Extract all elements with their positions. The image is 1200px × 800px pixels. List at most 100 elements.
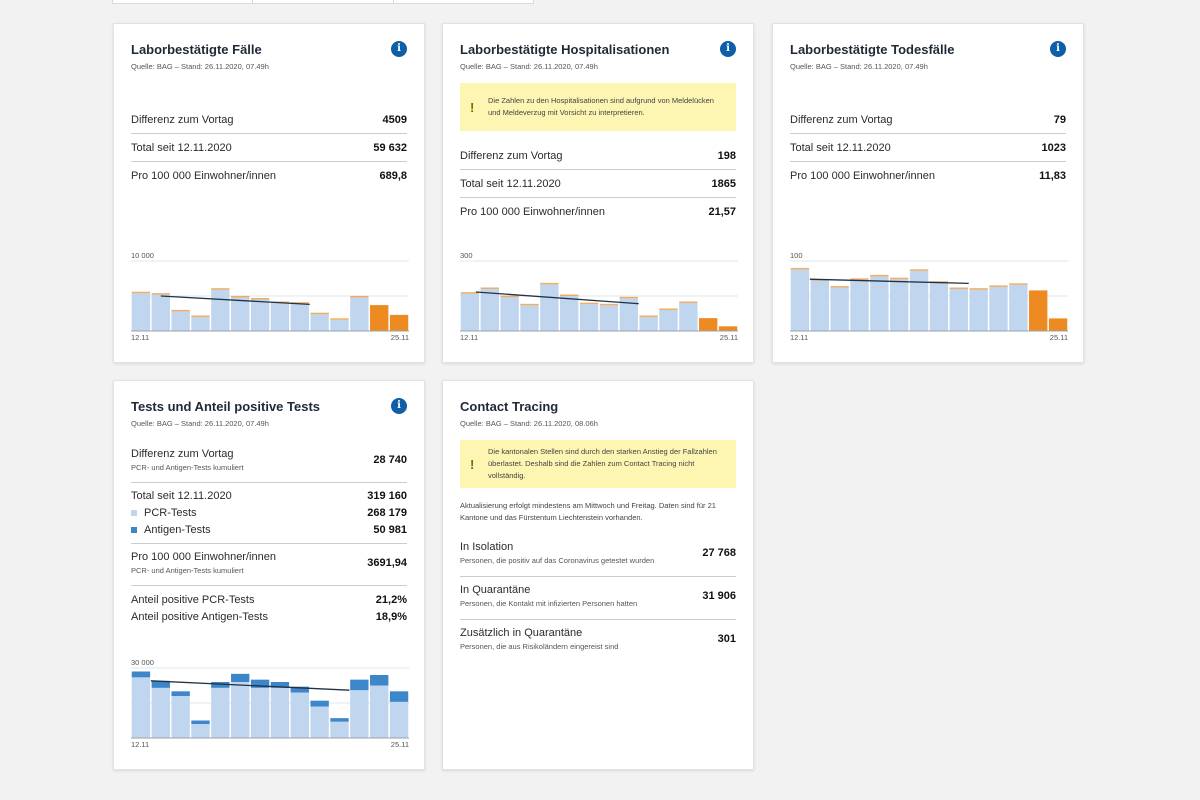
stat-label: Differenz zum Vortag bbox=[131, 114, 234, 126]
stat-label: PCR-Tests bbox=[144, 507, 197, 519]
stat-row-diff: Differenz zum Vortag PCR- und Antigen-Te… bbox=[131, 448, 407, 472]
trend-line bbox=[475, 291, 639, 305]
card-title: Tests und Anteil positive Tests bbox=[131, 399, 321, 414]
x-start-label: 12.11 bbox=[460, 333, 478, 342]
bar-pcr bbox=[250, 687, 270, 738]
bar-cap bbox=[171, 309, 190, 312]
bar bbox=[520, 305, 539, 331]
bar bbox=[790, 269, 810, 331]
bar-antigen bbox=[171, 691, 190, 696]
divider bbox=[131, 543, 407, 544]
stat-row-pcr: PCR-Tests 268 179 bbox=[131, 507, 407, 519]
cases-card: Laborbestätigte Fälle Quelle: BAG – Stan… bbox=[113, 23, 425, 363]
chart-svg: 100 12.11 25.11 bbox=[790, 251, 1068, 342]
bar bbox=[599, 305, 619, 331]
stat-value: 1865 bbox=[711, 178, 736, 190]
bar-pcr bbox=[191, 724, 210, 738]
bar bbox=[370, 305, 389, 331]
stat-value: 1023 bbox=[1041, 142, 1066, 154]
info-icon[interactable]: i bbox=[720, 41, 736, 57]
bar-pcr bbox=[370, 685, 389, 738]
bar-pcr bbox=[350, 690, 369, 738]
bar bbox=[480, 289, 499, 331]
stat-row-isolation: In Isolation Personen, die positiv auf d… bbox=[460, 541, 736, 565]
stat-label: Differenz zum Vortag bbox=[790, 114, 893, 126]
divider bbox=[131, 482, 407, 483]
y-max-label: 100 bbox=[790, 251, 803, 260]
tests-card: Tests und Anteil positive Tests Quelle: … bbox=[113, 380, 425, 770]
divider bbox=[460, 619, 736, 620]
bar bbox=[929, 282, 949, 331]
stat-sublabel: PCR- und Antigen-Tests kumuliert bbox=[131, 463, 244, 472]
bar bbox=[1029, 290, 1048, 331]
warning-text: Die kantonalen Stellen sind durch den st… bbox=[488, 447, 717, 480]
info-icon[interactable]: i bbox=[1050, 41, 1066, 57]
bar-antigen bbox=[330, 718, 349, 722]
stat-sublabel: Personen, die positiv auf das Coronaviru… bbox=[460, 556, 655, 565]
stat-value: 28 740 bbox=[373, 454, 407, 466]
bar-antigen bbox=[191, 720, 210, 724]
bar-antigen bbox=[231, 673, 250, 682]
stat-label: Zusätzlich in Quarantäne bbox=[460, 627, 583, 639]
stat-label: Differenz zum Vortag bbox=[460, 150, 563, 162]
stat-value: 319 160 bbox=[367, 490, 407, 502]
legend-swatch-pcr bbox=[131, 510, 137, 517]
stat-label: Pro 100 000 Einwohner/innen bbox=[790, 170, 935, 182]
card-source: Quelle: BAG – Stand: 26.11.2020, 08.06h bbox=[460, 419, 598, 428]
bar-cap bbox=[1009, 283, 1028, 285]
stat-row-diff: Differenz zum Vortag 79 bbox=[790, 114, 1066, 126]
update-info-text: Aktualisierung erfolgt mindestens am Mit… bbox=[460, 501, 716, 522]
bar bbox=[1048, 318, 1068, 331]
chart-svg: 300 12.11 25.11 bbox=[460, 251, 738, 342]
bar-cap bbox=[619, 296, 638, 299]
bar-cap bbox=[599, 303, 619, 306]
stat-value: 27 768 bbox=[702, 547, 736, 559]
card-title: Laborbestätigte Hospitalisationen bbox=[460, 42, 670, 57]
bar bbox=[1009, 284, 1028, 331]
info-icon[interactable]: i bbox=[391, 398, 407, 414]
bar bbox=[389, 314, 409, 331]
bar-cap bbox=[659, 308, 678, 310]
x-start-label: 12.11 bbox=[790, 333, 808, 342]
legend-item-pcr: PCR-Tests bbox=[131, 507, 197, 519]
cases-chart: 10 000 12.11 25.11 bbox=[131, 249, 409, 344]
stat-row-antigen: Antigen-Tests 50 981 bbox=[131, 524, 407, 536]
top-tab-strip bbox=[112, 0, 534, 4]
bar-antigen bbox=[211, 682, 230, 688]
bar bbox=[810, 280, 829, 331]
bar bbox=[171, 311, 190, 331]
bar-pcr bbox=[151, 687, 170, 738]
bar-cap bbox=[520, 303, 539, 306]
stat-row-per100k: Pro 100 000 Einwohner/innen 11,83 bbox=[790, 170, 1066, 182]
card-title: Laborbestätigte Fälle bbox=[131, 42, 262, 57]
x-start-label: 12.11 bbox=[131, 740, 149, 749]
bar bbox=[250, 299, 270, 331]
stat-row-additional-quarantine: Zusätzlich in Quarantäne Personen, die a… bbox=[460, 627, 736, 651]
y-max-label: 300 bbox=[460, 251, 473, 260]
chart-svg: 30 000 12.11 25.11 bbox=[131, 658, 409, 749]
stat-label: Total seit 12.11.2020 bbox=[131, 142, 232, 154]
stat-label: Pro 100 000 Einwohner/innen bbox=[460, 206, 605, 218]
bar bbox=[131, 293, 151, 331]
bar-pcr bbox=[290, 692, 309, 738]
stat-value: 4509 bbox=[382, 114, 407, 126]
bar bbox=[989, 286, 1008, 331]
info-icon[interactable]: i bbox=[391, 41, 407, 57]
bar bbox=[699, 318, 718, 331]
bar bbox=[330, 319, 349, 331]
stat-value: 79 bbox=[1053, 114, 1066, 126]
bar-pcr bbox=[310, 706, 329, 738]
stat-row-total: Total seit 12.11.2020 319 160 bbox=[131, 490, 407, 502]
bar-cap bbox=[330, 318, 349, 320]
hospitalisations-chart: 300 12.11 25.11 bbox=[460, 249, 738, 344]
contact-tracing-card: Contact Tracing Quelle: BAG – Stand: 26.… bbox=[442, 380, 754, 770]
bar-cap bbox=[969, 288, 988, 290]
stat-value: 301 bbox=[717, 633, 736, 645]
bar bbox=[270, 303, 290, 331]
stat-label-group: Differenz zum Vortag PCR- und Antigen-Te… bbox=[131, 448, 244, 472]
deaths-chart: 100 12.11 25.11 bbox=[790, 249, 1068, 344]
bar bbox=[151, 294, 170, 331]
bar bbox=[500, 297, 519, 331]
warning-icon: ! bbox=[470, 456, 475, 472]
warning-text: Die Zahlen zu den Hospitalisationen sind… bbox=[488, 96, 714, 117]
